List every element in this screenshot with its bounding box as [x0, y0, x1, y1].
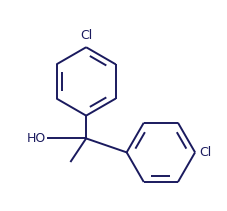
Text: HO: HO: [26, 132, 45, 145]
Text: Cl: Cl: [80, 29, 92, 42]
Text: Cl: Cl: [198, 146, 210, 159]
